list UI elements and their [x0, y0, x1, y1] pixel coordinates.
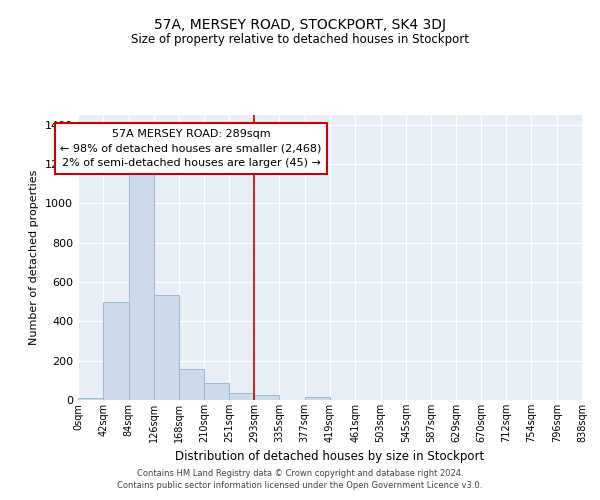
X-axis label: Distribution of detached houses by size in Stockport: Distribution of detached houses by size …	[175, 450, 485, 464]
Bar	[229, 393, 254, 400]
Bar	[179, 368, 205, 400]
Bar	[205, 384, 229, 400]
Bar	[128, 173, 154, 400]
Text: Contains public sector information licensed under the Open Government Licence v3: Contains public sector information licen…	[118, 481, 482, 490]
Text: 57A MERSEY ROAD: 289sqm
← 98% of detached houses are smaller (2,468)
2% of semi-: 57A MERSEY ROAD: 289sqm ← 98% of detache…	[61, 129, 322, 168]
Bar	[154, 295, 179, 400]
Y-axis label: Number of detached properties: Number of detached properties	[29, 170, 40, 345]
Text: Contains HM Land Registry data © Crown copyright and database right 2024.: Contains HM Land Registry data © Crown c…	[137, 468, 463, 477]
Bar	[254, 395, 280, 400]
Text: 57A, MERSEY ROAD, STOCKPORT, SK4 3DJ: 57A, MERSEY ROAD, STOCKPORT, SK4 3DJ	[154, 18, 446, 32]
Text: Size of property relative to detached houses in Stockport: Size of property relative to detached ho…	[131, 32, 469, 46]
Bar	[78, 398, 103, 400]
Bar	[103, 302, 128, 400]
Bar	[305, 397, 330, 400]
